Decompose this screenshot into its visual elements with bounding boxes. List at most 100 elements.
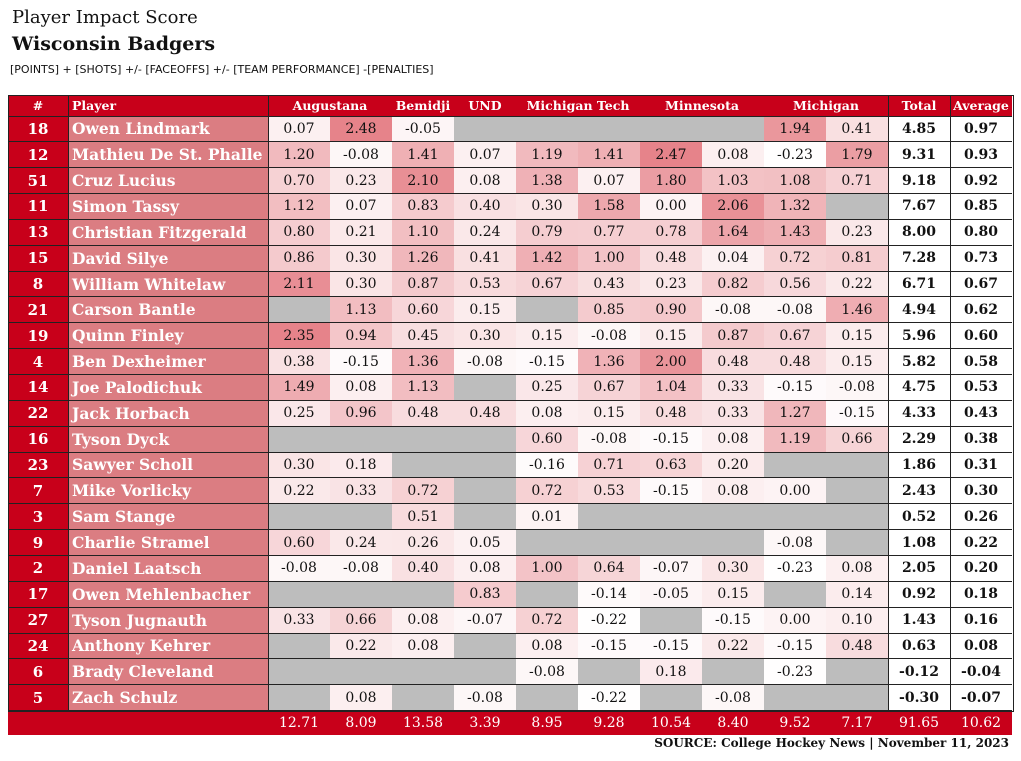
game-score: 0.08 [454,555,516,582]
player-average: 0.43 [950,400,1012,427]
player-average: 0.30 [950,477,1012,504]
player-total: 2.29 [888,426,950,453]
player-name: Ben Dexheimer [68,348,268,375]
player-total: 1.08 [888,529,950,556]
game-score: 0.08 [392,633,454,659]
game-score: 0.66 [826,426,888,453]
player-average: 0.31 [950,452,1012,478]
player-total: 1.86 [888,452,950,478]
game-score: 0.30 [268,452,330,478]
row-divider [8,684,1012,686]
game-score-empty [826,452,888,478]
game-total: 9.28 [593,714,625,731]
grand-average: 10.62 [960,714,1002,731]
game-score-empty [764,503,826,530]
game-score: 2.10 [392,167,454,194]
game-score: 1.49 [268,374,330,401]
row-divider [8,218,1012,220]
player-name: Quinn Finley [68,322,268,349]
player-number: 18 [8,116,68,142]
player-average: 0.60 [950,322,1012,349]
game-score: 2.48 [330,116,392,142]
game-score: 0.20 [702,452,764,478]
player-average: 0.93 [950,141,1012,168]
player-name: Mike Vorlicky [68,477,268,504]
player-average: 0.22 [950,529,1012,556]
game-score: 1.58 [578,193,640,220]
player-average: -0.07 [950,684,1012,711]
row-divider [8,244,1012,246]
game-score: 0.14 [826,581,888,608]
game-score: 0.22 [268,477,330,504]
player-name: Tyson Dyck [68,426,268,453]
game-score: 1.12 [268,193,330,220]
column-divider [887,95,889,711]
player-total: -0.30 [888,684,950,711]
player-name: Simon Tassy [68,193,268,220]
game-score: 1.79 [826,141,888,168]
game-score: -0.08 [764,529,826,556]
game-score: 0.07 [454,141,516,168]
game-score: 0.22 [330,633,392,659]
game-score-empty [454,658,516,685]
game-score: -0.08 [578,322,640,349]
game-score: 0.72 [764,245,826,272]
game-score: 0.67 [764,322,826,349]
grand-total: 91.65 [898,714,940,731]
footer-band [8,710,1012,735]
game-score: 0.72 [516,607,578,633]
col-header-minnesota: Minnesota [640,95,764,116]
game-score: 1.03 [702,167,764,194]
game-score: 0.15 [702,581,764,608]
player-average: 0.20 [950,555,1012,582]
game-score: 0.81 [826,245,888,272]
game-score: 1.10 [392,219,454,246]
player-number: 11 [8,193,68,220]
game-score: 0.26 [392,529,454,556]
player-number: 6 [8,658,68,685]
game-score: 1.19 [516,141,578,168]
player-number: 2 [8,555,68,582]
game-score-empty [516,684,578,711]
game-score: 0.08 [702,477,764,504]
player-average: 0.97 [950,116,1012,142]
player-average: 0.80 [950,219,1012,246]
game-total: 10.54 [650,714,692,731]
game-score-empty [640,684,702,711]
game-score-empty [268,581,330,608]
player-number: 19 [8,322,68,349]
game-score-empty [392,581,454,608]
row-divider [8,322,1012,324]
player-number: 13 [8,219,68,246]
player-total: 4.94 [888,296,950,323]
game-score: 0.21 [330,219,392,246]
game-score-empty [640,503,702,530]
game-score-empty [454,477,516,504]
player-name: Sawyer Scholl [68,452,268,478]
player-total: 0.92 [888,581,950,608]
game-score: 1.32 [764,193,826,220]
game-score: 0.18 [640,658,702,685]
player-number: 16 [8,426,68,453]
column-divider [67,95,69,711]
player-total: -0.12 [888,658,950,685]
game-score-empty [268,503,330,530]
game-score: -0.07 [640,555,702,582]
game-score: 0.45 [392,322,454,349]
game-total: 3.39 [469,714,501,731]
game-score-empty [826,529,888,556]
game-score: 0.25 [268,400,330,427]
game-score: -0.22 [578,607,640,633]
game-score: -0.14 [578,581,640,608]
game-score-empty [826,477,888,504]
game-score: 1.27 [764,400,826,427]
game-score: -0.15 [702,607,764,633]
game-score: 0.08 [330,684,392,711]
game-score: 1.13 [330,296,392,323]
col-header-number: # [8,95,68,116]
player-average: 0.08 [950,633,1012,659]
game-score: 1.13 [392,374,454,401]
game-score: -0.15 [640,477,702,504]
game-score: 0.94 [330,322,392,349]
game-score: 0.48 [640,400,702,427]
